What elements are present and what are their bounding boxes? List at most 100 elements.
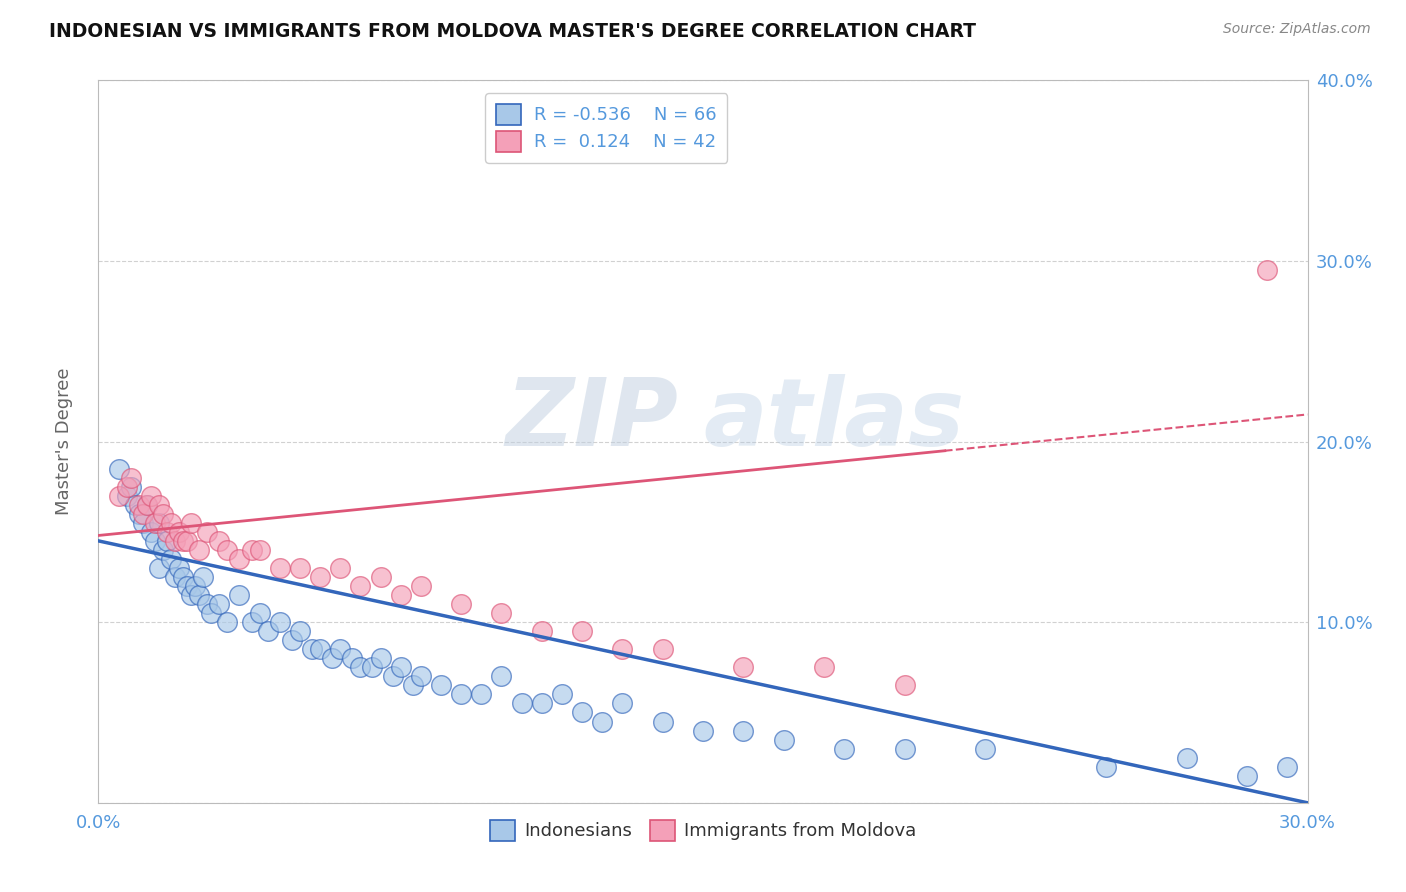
Point	[893, 678, 915, 692]
Point	[135, 498, 157, 512]
Point	[195, 524, 218, 539]
Point	[115, 489, 138, 503]
Point	[160, 516, 183, 530]
Point	[571, 624, 593, 639]
Point	[813, 660, 835, 674]
Point	[530, 624, 553, 639]
Point	[176, 579, 198, 593]
Point	[361, 660, 384, 674]
Point	[180, 516, 202, 530]
Point	[733, 723, 755, 738]
Point	[1175, 750, 1198, 764]
Point	[288, 624, 311, 639]
Point	[651, 714, 673, 729]
Point	[450, 687, 472, 701]
Point	[349, 660, 371, 674]
Point	[551, 687, 574, 701]
Point	[156, 524, 179, 539]
Point	[309, 570, 332, 584]
Point	[269, 615, 291, 630]
Point	[208, 597, 231, 611]
Point	[240, 615, 263, 630]
Point	[115, 480, 138, 494]
Legend: Indonesians, Immigrants from Moldova: Indonesians, Immigrants from Moldova	[482, 813, 924, 848]
Point	[128, 498, 150, 512]
Point	[321, 651, 343, 665]
Point	[148, 561, 170, 575]
Point	[288, 561, 311, 575]
Point	[281, 633, 304, 648]
Point	[530, 697, 553, 711]
Point	[172, 533, 194, 548]
Point	[832, 741, 855, 756]
Point	[1277, 760, 1299, 774]
Point	[132, 516, 155, 530]
Point	[167, 524, 190, 539]
Point	[1256, 263, 1278, 277]
Point	[163, 533, 186, 548]
Point	[893, 741, 915, 756]
Point	[974, 741, 997, 756]
Point	[470, 687, 492, 701]
Text: Source: ZipAtlas.com: Source: ZipAtlas.com	[1223, 22, 1371, 37]
Point	[249, 542, 271, 557]
Point	[148, 516, 170, 530]
Point	[510, 697, 533, 711]
Point	[193, 570, 215, 584]
Point	[163, 570, 186, 584]
Point	[256, 624, 278, 639]
Point	[409, 669, 432, 683]
Text: INDONESIAN VS IMMIGRANTS FROM MOLDOVA MASTER'S DEGREE CORRELATION CHART: INDONESIAN VS IMMIGRANTS FROM MOLDOVA MA…	[49, 22, 976, 41]
Point	[132, 507, 155, 521]
Point	[342, 651, 364, 665]
Point	[128, 507, 150, 521]
Point	[612, 697, 634, 711]
Point	[591, 714, 613, 729]
Point	[167, 561, 190, 575]
Point	[135, 498, 157, 512]
Point	[309, 642, 332, 657]
Point	[349, 579, 371, 593]
Point	[1095, 760, 1118, 774]
Point	[188, 542, 211, 557]
Point	[612, 642, 634, 657]
Point	[329, 561, 352, 575]
Point	[491, 606, 513, 620]
Text: atlas: atlas	[703, 374, 965, 466]
Point	[156, 533, 179, 548]
Point	[240, 542, 263, 557]
Point	[491, 669, 513, 683]
Point	[120, 480, 142, 494]
Point	[228, 588, 250, 602]
Point	[217, 615, 239, 630]
Point	[143, 533, 166, 548]
Point	[651, 642, 673, 657]
Point	[200, 606, 222, 620]
Text: ZIP: ZIP	[506, 374, 679, 466]
Point	[172, 570, 194, 584]
Point	[107, 489, 129, 503]
Point	[195, 597, 218, 611]
Point	[184, 579, 207, 593]
Point	[139, 489, 162, 503]
Point	[176, 533, 198, 548]
Point	[143, 516, 166, 530]
Point	[772, 732, 794, 747]
Point	[208, 533, 231, 548]
Point	[124, 498, 146, 512]
Point	[409, 579, 432, 593]
Point	[571, 706, 593, 720]
Point	[249, 606, 271, 620]
Point	[370, 651, 392, 665]
Point	[120, 471, 142, 485]
Y-axis label: Master's Degree: Master's Degree	[55, 368, 73, 516]
Point	[148, 498, 170, 512]
Point	[160, 552, 183, 566]
Point	[188, 588, 211, 602]
Point	[329, 642, 352, 657]
Point	[402, 678, 425, 692]
Point	[430, 678, 453, 692]
Point	[389, 660, 412, 674]
Point	[152, 507, 174, 521]
Point	[107, 461, 129, 475]
